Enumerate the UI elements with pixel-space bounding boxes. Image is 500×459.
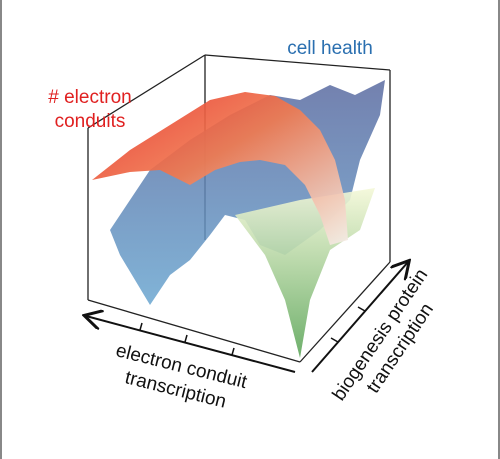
x-axis-arrow [86,316,296,373]
axis-ticks [139,306,366,356]
y-axis-arrow [311,262,408,373]
conduits-label: # electron [48,87,131,108]
cell-health-label: cell health [287,38,373,59]
green-surface [235,188,375,358]
conduits-label: conduits [55,111,126,132]
red-surface [92,92,348,245]
